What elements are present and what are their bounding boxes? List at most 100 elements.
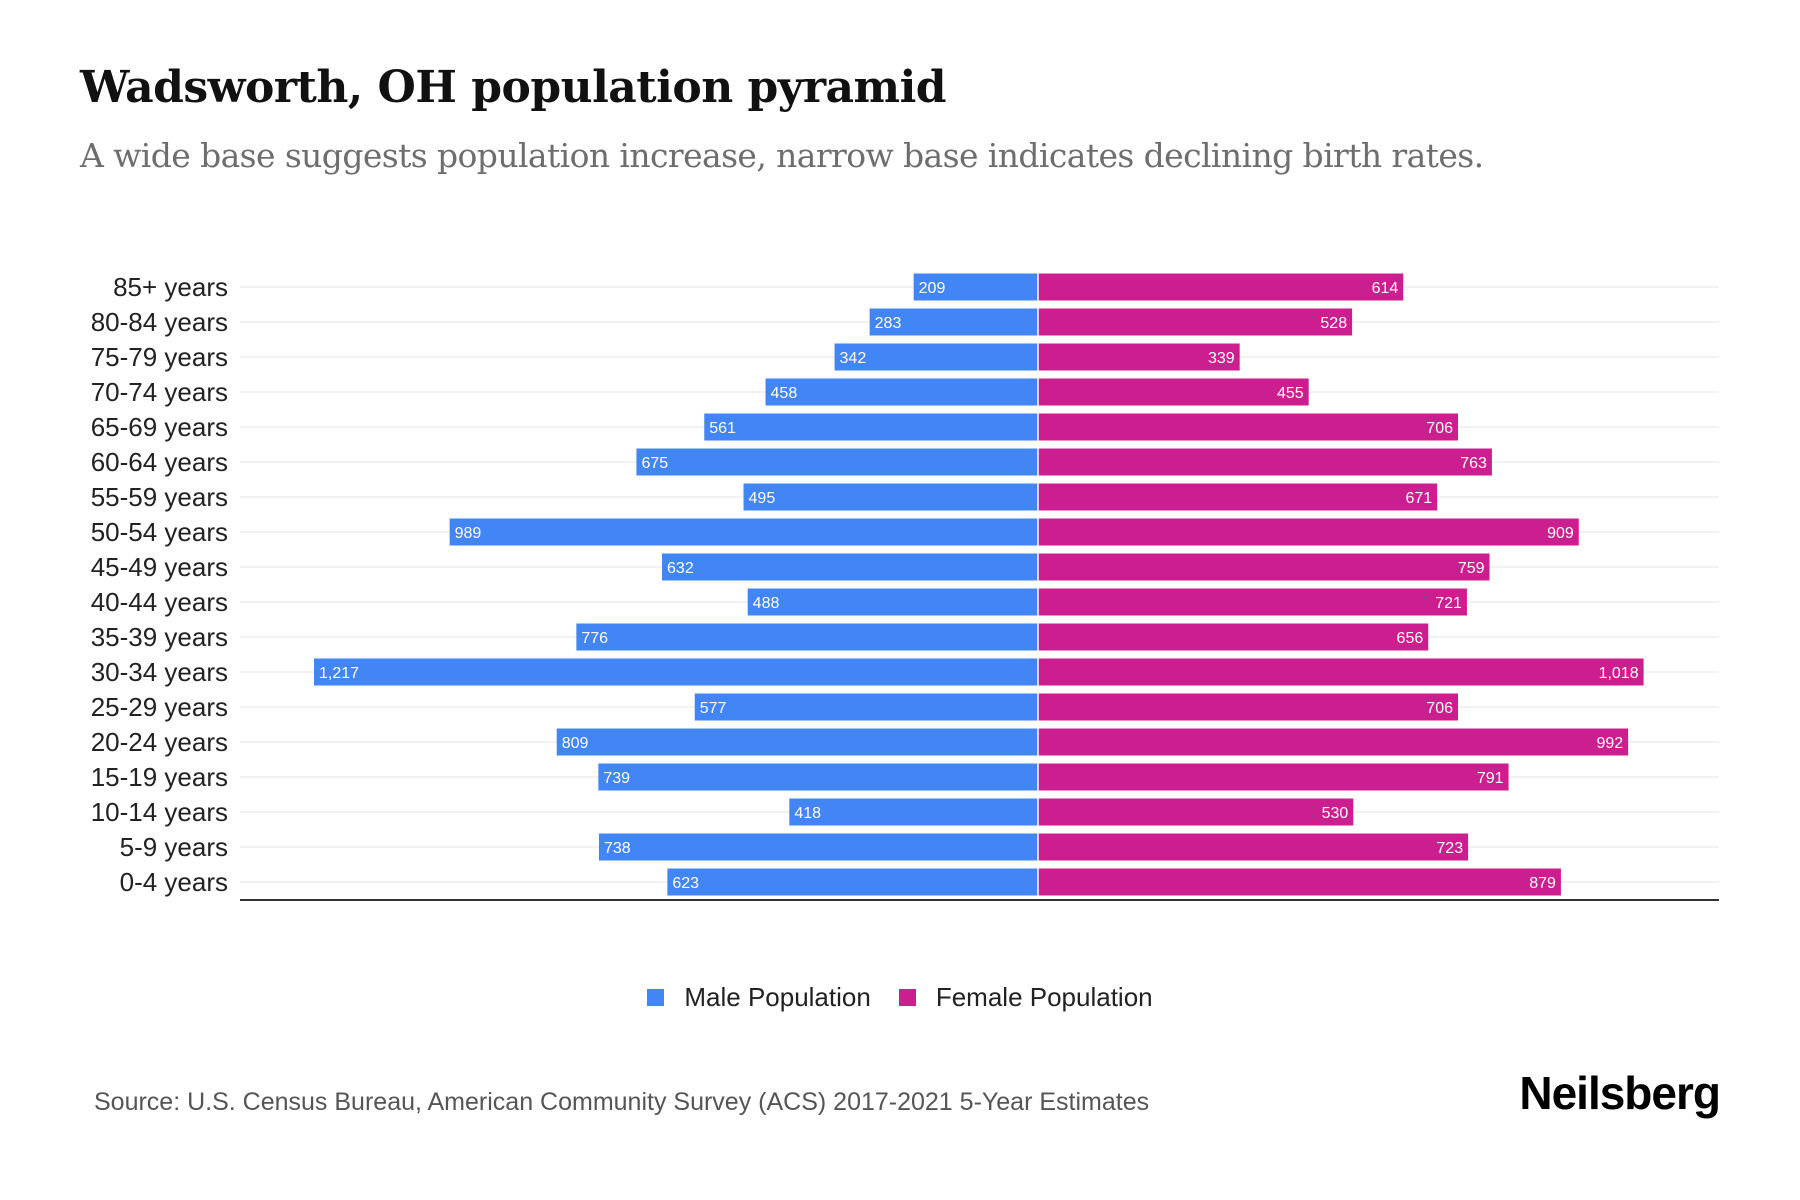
category-label: 35-39 years	[91, 622, 228, 652]
bar-male[interactable]	[704, 413, 1038, 441]
bar-male[interactable]	[667, 868, 1038, 896]
category-label: 25-29 years	[91, 692, 228, 722]
bar-label-male: 675	[641, 455, 668, 472]
bar-female[interactable]	[1038, 343, 1240, 371]
category-label: 60-64 years	[91, 447, 228, 477]
bar-label-female: 706	[1426, 700, 1453, 717]
category-label: 70-74 years	[91, 377, 228, 407]
bar-label-male: 209	[919, 280, 946, 297]
category-label: 65-69 years	[91, 412, 228, 442]
bar-label-male: 623	[672, 875, 699, 892]
bar-label-female: 791	[1477, 770, 1504, 787]
bar-female[interactable]	[1038, 273, 1404, 301]
category-label: 75-79 years	[91, 342, 228, 372]
bar-male[interactable]	[789, 798, 1038, 826]
bar-male[interactable]	[314, 658, 1038, 686]
category-label: 15-19 years	[91, 762, 228, 792]
bar-female[interactable]	[1038, 833, 1469, 861]
category-label: 20-24 years	[91, 727, 228, 757]
bar-female[interactable]	[1038, 728, 1629, 756]
bar-male[interactable]	[834, 343, 1038, 371]
legend-label-female: Female Population	[935, 982, 1153, 1012]
bar-label-male: 418	[794, 805, 821, 822]
bar-male[interactable]	[765, 378, 1038, 406]
category-label: 0-4 years	[120, 867, 228, 897]
bar-label-female: 706	[1426, 420, 1453, 437]
bar-label-female: 671	[1405, 490, 1432, 507]
category-label: 85+ years	[113, 272, 228, 302]
bar-female[interactable]	[1038, 693, 1459, 721]
bars	[314, 273, 1644, 896]
legend-item-male[interactable]: Male Population	[647, 982, 871, 1013]
bar-male[interactable]	[662, 553, 1038, 581]
bar-label-female: 759	[1458, 560, 1485, 577]
population-pyramid-chart: 209 614 283 528 342 339 458 455 561 706 675 763 495 6…	[91, 272, 1719, 901]
bar-male[interactable]	[556, 728, 1038, 756]
bar-labels: 209 614 283 528 342 339 458 455 561 706 675 763 495 6…	[319, 280, 1639, 892]
bar-label-female: 339	[1208, 350, 1235, 367]
brand-logo[interactable]: Neilsberg	[1519, 1067, 1721, 1119]
bar-label-male: 989	[455, 525, 482, 542]
bar-label-male: 342	[840, 350, 867, 367]
bar-label-female: 530	[1322, 805, 1349, 822]
bar-label-male: 738	[604, 840, 631, 857]
bar-label-male: 458	[771, 385, 798, 402]
bar-male[interactable]	[694, 693, 1038, 721]
chart-title: Wadsworth, OH population pyramid	[80, 62, 947, 113]
bar-label-female: 721	[1435, 595, 1462, 612]
bar-female[interactable]	[1038, 553, 1490, 581]
bar-female[interactable]	[1038, 588, 1467, 616]
bar-label-female: 723	[1436, 840, 1463, 857]
bar-male[interactable]	[576, 623, 1038, 651]
source-note: Source: U.S. Census Bureau, American Com…	[94, 1088, 1150, 1116]
bar-female[interactable]	[1038, 763, 1509, 791]
bar-female[interactable]	[1038, 378, 1309, 406]
category-label: 80-84 years	[91, 307, 228, 337]
category-label: 45-49 years	[91, 552, 228, 582]
bar-male[interactable]	[598, 763, 1038, 791]
bar-label-male: 488	[753, 595, 780, 612]
bar-male[interactable]	[743, 483, 1038, 511]
bar-female[interactable]	[1038, 413, 1459, 441]
bar-female[interactable]	[1038, 448, 1492, 476]
bar-label-female: 763	[1460, 455, 1487, 472]
bar-female[interactable]	[1038, 483, 1438, 511]
category-labels: 85+ years 80-84 years 75-79 years 70-74 yea…	[91, 272, 228, 897]
bar-female[interactable]	[1038, 658, 1644, 686]
bar-label-female: 614	[1372, 280, 1399, 297]
bar-female[interactable]	[1038, 798, 1354, 826]
category-label: 50-54 years	[91, 517, 228, 547]
category-label: 10-14 years	[91, 797, 228, 827]
bar-label-male: 577	[700, 700, 727, 717]
category-label: 5-9 years	[120, 832, 228, 862]
bar-label-male: 632	[667, 560, 694, 577]
bar-male[interactable]	[913, 273, 1038, 301]
bar-label-male: 283	[875, 315, 902, 332]
bar-male[interactable]	[636, 448, 1038, 476]
bar-female[interactable]	[1038, 308, 1353, 336]
legend-label-male: Male Population	[684, 982, 871, 1012]
bar-label-female: 656	[1397, 630, 1424, 647]
bar-label-female: 455	[1277, 385, 1304, 402]
bar-female[interactable]	[1038, 868, 1561, 896]
legend-item-female[interactable]: Female Population	[898, 982, 1153, 1013]
bar-male[interactable]	[449, 518, 1039, 546]
bar-male[interactable]	[869, 308, 1038, 336]
bar-label-female: 1,018	[1599, 665, 1639, 682]
chart-subtitle: A wide base suggests population increase…	[80, 136, 1484, 175]
bar-label-male: 495	[749, 490, 776, 507]
bar-label-male: 1,217	[319, 665, 359, 682]
legend-swatch-male-icon	[647, 989, 665, 1006]
bar-label-male: 739	[603, 770, 630, 787]
bar-female[interactable]	[1038, 518, 1579, 546]
bar-male[interactable]	[747, 588, 1038, 616]
bar-male[interactable]	[598, 833, 1038, 861]
bar-label-male: 561	[709, 420, 736, 437]
bar-label-male: 809	[562, 735, 589, 752]
legend: Male Population Female Population	[0, 982, 1800, 1013]
bar-female[interactable]	[1038, 623, 1429, 651]
bar-label-female: 528	[1320, 315, 1347, 332]
category-label: 40-44 years	[91, 587, 228, 617]
bar-label-female: 879	[1529, 875, 1556, 892]
category-label: 30-34 years	[91, 657, 228, 687]
